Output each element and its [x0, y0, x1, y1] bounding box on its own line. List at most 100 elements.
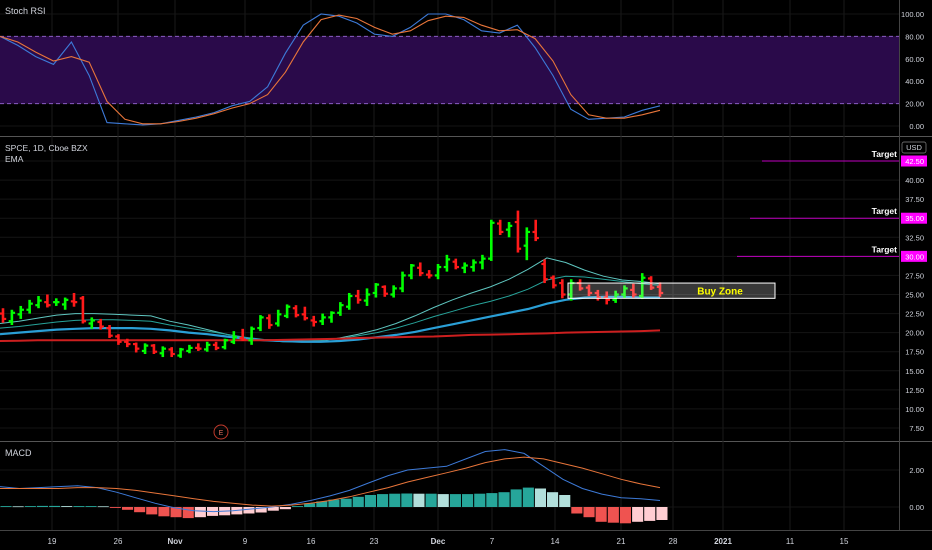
macd-histogram-bar — [449, 494, 461, 507]
stoch-series-line — [0, 14, 661, 125]
price-tick-label: 32.50 — [905, 233, 924, 242]
stoch-tick-label: 20.00 — [905, 100, 924, 109]
price-candle — [0, 308, 7, 323]
stoch-rsi-pane[interactable]: Stoch RSI 100.00 80.00 60.00 40.00 20.00 0.00 — [0, 6, 924, 131]
macd-histogram-bar — [583, 507, 595, 518]
price-candle — [195, 343, 202, 351]
macd-histogram-bar — [122, 507, 134, 510]
macd-histogram-bar — [389, 493, 401, 507]
price-candle — [479, 254, 486, 270]
macd-histogram-bar — [522, 487, 534, 507]
price-candle — [328, 311, 335, 323]
currency-badge-frame — [901, 141, 927, 154]
price-candle — [35, 296, 42, 309]
macd-histogram-bar — [607, 507, 619, 523]
price-candle — [639, 273, 646, 300]
price-candle — [319, 313, 326, 326]
target-lines: Target Target Target — [737, 149, 899, 257]
macd-histogram-bar — [12, 506, 24, 508]
time-tick-label: 7 — [490, 537, 495, 546]
macd-histogram-bar — [36, 505, 48, 507]
target-price-badge — [901, 155, 927, 167]
time-tick-label: Dec — [431, 537, 446, 546]
price-tick-label: 7.50 — [909, 424, 924, 433]
macd-histogram-bar — [462, 494, 474, 507]
price-candle — [514, 210, 522, 253]
price-candle — [408, 263, 415, 280]
symbol-info: SPCE, 1D, Cboe BZX — [5, 143, 88, 153]
buy-zone-box[interactable]: Buy Zone — [567, 282, 776, 299]
macd-histogram-bar — [547, 492, 559, 507]
price-candle — [434, 263, 442, 280]
macd-histogram-bar — [134, 507, 146, 513]
currency-label: USD — [906, 143, 922, 152]
macd-histogram-bar — [279, 507, 291, 510]
price-tick-label: 25.00 — [905, 291, 924, 300]
target-label: Target — [872, 149, 898, 159]
macd-histogram-bar — [24, 506, 36, 507]
currency-badge[interactable]: USD — [901, 141, 927, 154]
price-candle — [106, 325, 113, 338]
macd-title: MACD — [5, 448, 32, 458]
price-candle — [248, 326, 255, 345]
ema-series-line — [0, 329, 661, 342]
price-candle — [425, 270, 433, 279]
time-tick-label: 26 — [114, 537, 123, 546]
price-candle — [550, 275, 557, 289]
earnings-marker[interactable]: E — [213, 424, 229, 440]
macd-histogram-bar — [413, 493, 425, 507]
price-tick-label: 15.00 — [905, 367, 924, 376]
time-tick-label: 16 — [307, 537, 316, 546]
price-candle — [53, 298, 60, 306]
macd-histogram-bar — [474, 493, 486, 507]
time-tick-label: 15 — [840, 537, 849, 546]
macd-histogram-bar — [352, 496, 364, 507]
price-axis[interactable]: 42.50 40.00 37.50 35.00 32.50 30.00 27.50 25.00… — [901, 155, 927, 434]
price-candle — [594, 289, 602, 301]
price-candle — [212, 341, 220, 351]
macd-price-axis[interactable]: 2.00 0.00 — [909, 466, 924, 512]
price-candle — [159, 346, 167, 358]
price-candle — [523, 227, 531, 261]
earnings-marker-circle — [213, 424, 229, 440]
macd-histogram-bar — [595, 507, 607, 522]
buy-zone-label: Buy Zone — [697, 287, 743, 298]
macd-histogram-bar — [109, 507, 121, 508]
price-tick-label: 37.50 — [905, 195, 924, 204]
stoch-rsi-lines — [0, 13, 661, 126]
macd-histogram-bar — [194, 507, 206, 518]
macd-histogram-bar — [571, 507, 583, 514]
time-axis[interactable]: 19 26 Nov 9 16 23 Dec 7 14 21 28 2021 11 15 — [48, 537, 849, 546]
stoch-rsi-price-axis[interactable]: 100.00 80.00 60.00 40.00 20.00 0.00 — [901, 10, 924, 131]
macd-tick-label: 0.00 — [909, 503, 924, 512]
price-pane[interactable]: Target Target Target Buy Zone SPCE, 1D, Cb… — [0, 141, 927, 440]
price-candle — [266, 314, 273, 329]
target-price-tick: 42.50 — [905, 157, 924, 166]
macd-histogram-bar — [340, 498, 352, 507]
macd-pane[interactable]: MACD 2.00 0.00 — [0, 448, 924, 524]
price-candle — [541, 259, 548, 284]
macd-series-line — [0, 449, 661, 513]
target-price-tick: 30.00 — [905, 252, 924, 261]
price-candle — [97, 318, 104, 330]
price-candle — [399, 271, 406, 293]
macd-histogram-bar — [364, 495, 376, 507]
price-candle — [177, 347, 184, 358]
macd-histogram-bar — [170, 507, 182, 518]
macd-histogram-bar — [437, 494, 449, 507]
price-tick-label: 17.50 — [905, 348, 924, 357]
target-price-tick: 35.00 — [905, 214, 924, 223]
macd-histogram-bar — [486, 493, 498, 507]
stoch-tick-label: 100.00 — [901, 10, 924, 19]
macd-histogram-bar — [243, 507, 255, 514]
target-label: Target — [872, 244, 898, 254]
price-candle — [230, 331, 238, 345]
macd-histogram — [0, 487, 668, 524]
price-candle — [363, 288, 371, 306]
macd-histogram-bar — [73, 506, 85, 507]
price-candle — [612, 290, 619, 303]
macd-histogram-bar — [328, 499, 340, 507]
price-candle — [630, 283, 637, 298]
macd-histogram-bar — [644, 507, 656, 521]
